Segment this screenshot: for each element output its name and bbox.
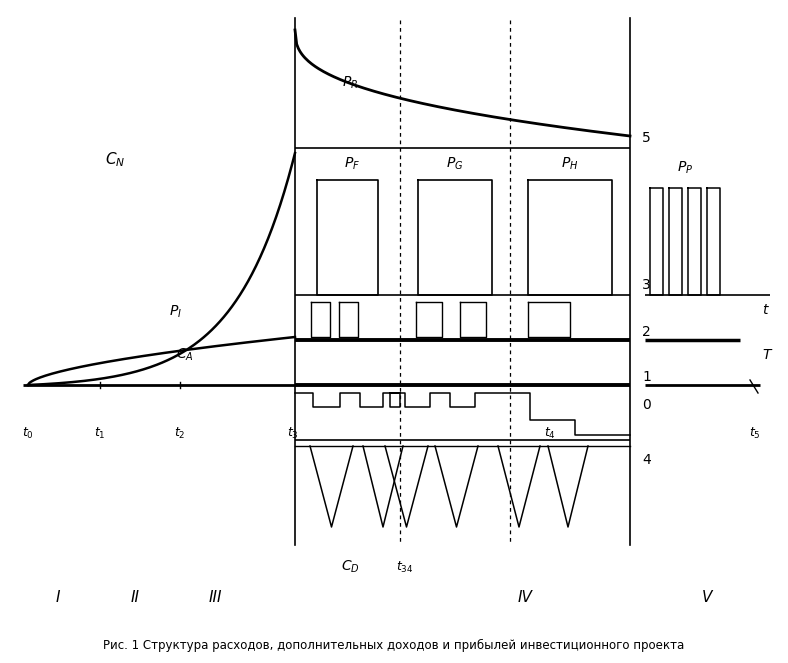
Text: $t_4$: $t_4$ (544, 426, 556, 440)
Text: 3: 3 (642, 278, 651, 292)
Text: t: t (762, 303, 768, 317)
Text: IV: IV (518, 589, 533, 605)
Text: Рис. 1 Структура расходов, дополнительных доходов и прибылей инвестиционного про: Рис. 1 Структура расходов, дополнительны… (103, 638, 685, 652)
Text: $t_5$: $t_5$ (749, 426, 761, 440)
Text: $P_F$: $P_F$ (344, 156, 361, 172)
Text: 2: 2 (642, 325, 651, 339)
Text: II: II (131, 589, 139, 605)
Text: 5: 5 (642, 131, 651, 145)
Text: $P_H$: $P_H$ (561, 156, 578, 172)
Text: $P_G$: $P_G$ (446, 156, 463, 172)
Text: $t_3$: $t_3$ (287, 426, 299, 440)
Text: $t_1$: $t_1$ (95, 426, 106, 440)
Text: $t_0$: $t_0$ (22, 426, 34, 440)
Text: III: III (208, 589, 221, 605)
Text: T: T (762, 348, 771, 362)
Text: $t_{34}$: $t_{34}$ (396, 560, 414, 575)
Text: V: V (702, 589, 712, 605)
Text: I: I (56, 589, 60, 605)
Text: 4: 4 (642, 453, 651, 467)
Text: $t_2$: $t_2$ (174, 426, 186, 440)
Text: $P_R$: $P_R$ (342, 75, 358, 91)
Text: $C_A$: $C_A$ (177, 347, 194, 363)
Text: $P_P$: $P_P$ (677, 160, 693, 176)
Text: $C_N$: $C_N$ (105, 151, 125, 169)
Text: $C_D$: $C_D$ (340, 559, 359, 575)
Text: $P_I$: $P_I$ (169, 304, 181, 320)
Text: 1: 1 (642, 370, 651, 384)
Text: 0: 0 (642, 398, 651, 412)
